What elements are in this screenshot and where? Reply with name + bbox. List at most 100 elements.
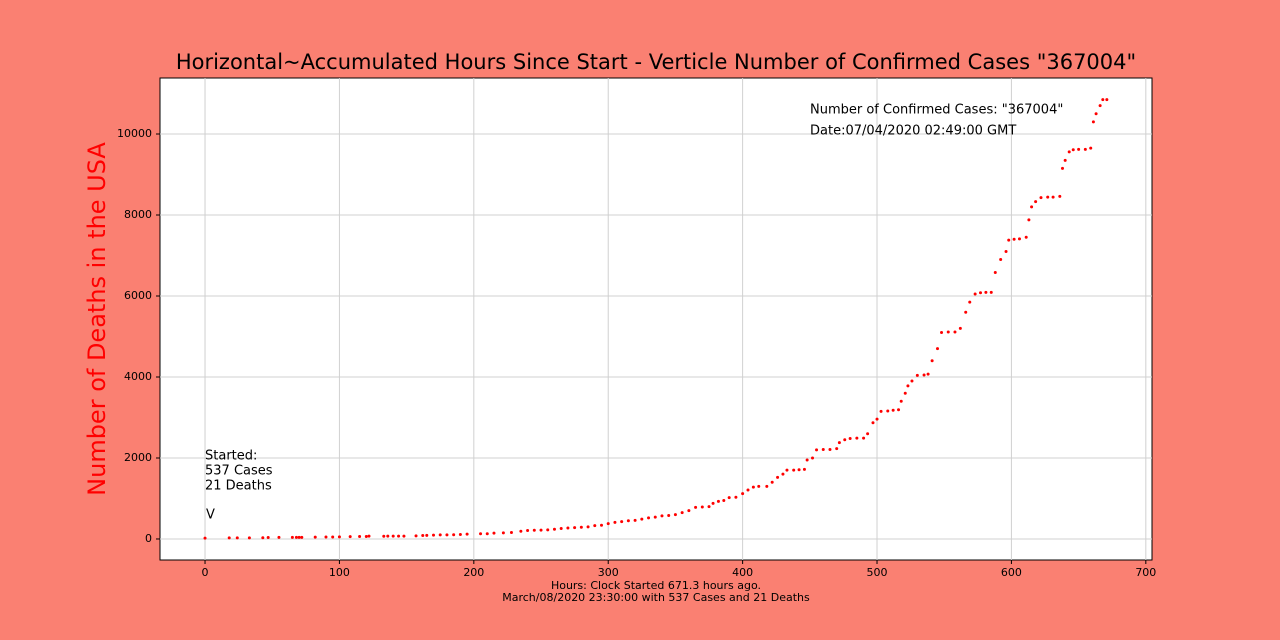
point bbox=[647, 516, 651, 520]
point bbox=[953, 330, 957, 334]
point bbox=[979, 291, 983, 295]
point bbox=[1063, 158, 1067, 162]
point bbox=[855, 436, 859, 440]
point bbox=[633, 518, 637, 522]
point bbox=[984, 290, 988, 294]
point bbox=[1091, 120, 1095, 124]
point bbox=[526, 528, 530, 532]
point bbox=[425, 533, 429, 537]
x-axis-label: Hours: Clock Started 671.3 hours ago. bbox=[551, 579, 761, 592]
point bbox=[835, 447, 839, 451]
point bbox=[485, 532, 489, 536]
point bbox=[600, 523, 604, 527]
point bbox=[866, 432, 870, 436]
point bbox=[871, 421, 875, 425]
point bbox=[445, 533, 449, 537]
point bbox=[519, 529, 523, 533]
point bbox=[910, 379, 914, 383]
point bbox=[438, 533, 442, 537]
point bbox=[891, 408, 895, 412]
point bbox=[716, 499, 720, 503]
point bbox=[586, 525, 590, 529]
point bbox=[1098, 104, 1102, 108]
point bbox=[391, 534, 395, 538]
point bbox=[660, 514, 664, 518]
point bbox=[337, 535, 341, 539]
annotation: 537 Cases bbox=[205, 464, 273, 479]
point bbox=[711, 501, 715, 505]
point bbox=[1067, 150, 1071, 154]
point bbox=[734, 495, 738, 499]
point bbox=[294, 535, 298, 539]
point bbox=[828, 447, 832, 451]
point bbox=[546, 528, 550, 532]
point bbox=[886, 409, 890, 413]
point bbox=[479, 532, 483, 536]
point bbox=[606, 522, 610, 526]
point bbox=[673, 513, 677, 517]
x-tick-label: 200 bbox=[463, 566, 484, 579]
annotation: Date:07/04/2020 02:49:00 GMT bbox=[810, 124, 1016, 139]
point bbox=[247, 536, 251, 540]
point bbox=[397, 534, 401, 538]
x-tick-label: 100 bbox=[329, 566, 350, 579]
point bbox=[261, 536, 265, 540]
x-tick-label: 300 bbox=[598, 566, 619, 579]
point bbox=[940, 330, 944, 334]
point bbox=[1094, 112, 1098, 116]
point bbox=[579, 525, 583, 529]
point bbox=[358, 534, 362, 538]
point bbox=[765, 484, 769, 488]
y-tick-label: 2000 bbox=[124, 451, 152, 464]
point bbox=[640, 517, 644, 521]
point bbox=[613, 520, 617, 524]
point bbox=[1004, 249, 1008, 253]
point bbox=[227, 536, 231, 540]
point bbox=[862, 436, 866, 440]
point bbox=[421, 534, 425, 538]
point bbox=[680, 511, 684, 515]
point bbox=[785, 468, 789, 472]
x-tick-label: 700 bbox=[1135, 566, 1156, 579]
point bbox=[848, 437, 852, 441]
point bbox=[694, 505, 698, 509]
point bbox=[566, 526, 570, 530]
point bbox=[1101, 98, 1105, 102]
x-axis-label: March/08/2020 23:30:00 with 537 Cases an… bbox=[502, 591, 810, 604]
point bbox=[792, 468, 796, 472]
point bbox=[1034, 200, 1038, 204]
point bbox=[386, 534, 390, 538]
point bbox=[465, 532, 469, 536]
point bbox=[552, 527, 556, 531]
point bbox=[946, 330, 950, 334]
point bbox=[821, 447, 825, 451]
point bbox=[593, 524, 597, 528]
point bbox=[331, 535, 335, 539]
point bbox=[999, 258, 1003, 262]
point bbox=[722, 499, 726, 503]
point bbox=[1071, 148, 1075, 152]
point bbox=[897, 408, 901, 412]
y-axis-label: Number of Deaths in the USA bbox=[83, 142, 111, 496]
point bbox=[1077, 147, 1081, 151]
point bbox=[539, 528, 543, 532]
point bbox=[653, 515, 657, 519]
point bbox=[509, 531, 513, 535]
point bbox=[313, 535, 317, 539]
point bbox=[235, 536, 239, 540]
point bbox=[837, 441, 841, 445]
y-tick-label: 4000 bbox=[124, 370, 152, 383]
point bbox=[973, 292, 977, 296]
point bbox=[1060, 166, 1064, 170]
point bbox=[935, 347, 939, 351]
point bbox=[348, 535, 352, 539]
point bbox=[687, 509, 691, 513]
point bbox=[915, 373, 919, 377]
point bbox=[620, 520, 624, 524]
point bbox=[805, 458, 809, 462]
point bbox=[989, 290, 993, 294]
point bbox=[501, 531, 505, 535]
point bbox=[402, 534, 406, 538]
annotation: Number of Confirmed Cases: "367004" bbox=[810, 103, 1063, 118]
